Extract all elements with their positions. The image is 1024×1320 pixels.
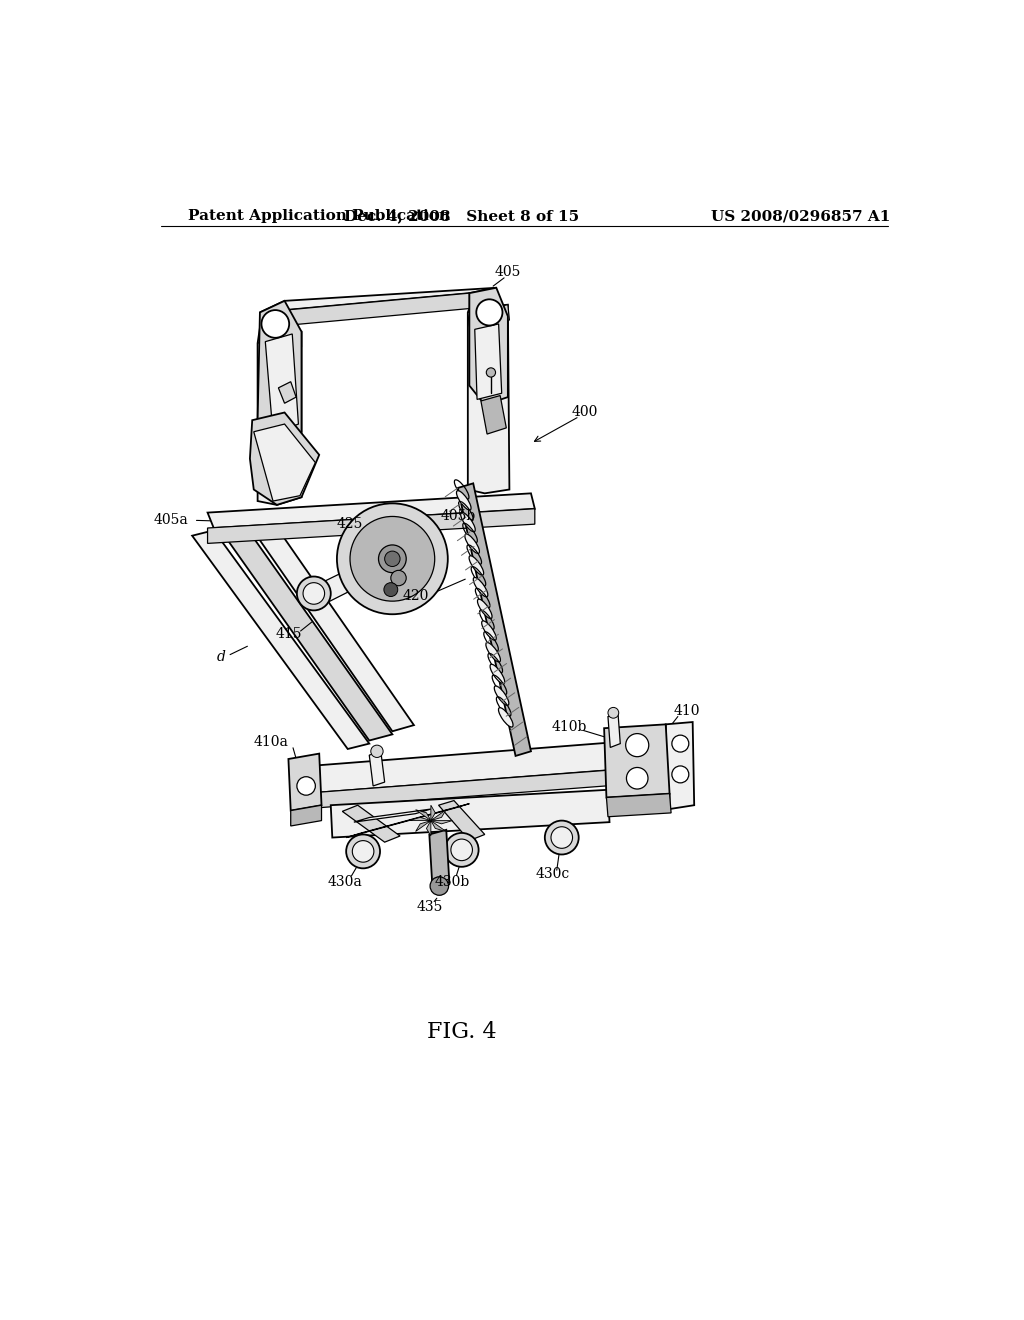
Polygon shape (410, 817, 431, 821)
Polygon shape (438, 800, 484, 841)
Polygon shape (469, 288, 508, 405)
Polygon shape (208, 508, 535, 544)
Polygon shape (426, 821, 431, 836)
Text: 430a: 430a (328, 875, 362, 890)
Polygon shape (193, 531, 370, 748)
Polygon shape (318, 552, 398, 603)
Circle shape (551, 826, 572, 849)
Circle shape (371, 744, 383, 758)
Polygon shape (265, 334, 298, 434)
Text: 430c: 430c (536, 867, 569, 882)
Polygon shape (219, 521, 392, 741)
Polygon shape (468, 305, 509, 326)
Polygon shape (431, 821, 453, 824)
Polygon shape (604, 725, 670, 797)
Polygon shape (431, 805, 435, 821)
Circle shape (444, 833, 478, 867)
Text: 420: 420 (402, 589, 429, 603)
Circle shape (486, 368, 496, 378)
Ellipse shape (477, 599, 493, 619)
Polygon shape (608, 713, 621, 747)
Text: 410: 410 (674, 705, 700, 718)
Polygon shape (481, 396, 506, 434)
Circle shape (303, 582, 325, 605)
Polygon shape (666, 722, 694, 809)
Circle shape (608, 708, 618, 718)
Circle shape (451, 840, 472, 861)
Text: d: d (217, 651, 226, 664)
Polygon shape (279, 381, 296, 404)
Polygon shape (260, 293, 469, 327)
Circle shape (337, 503, 447, 614)
Text: 405a: 405a (154, 513, 188, 527)
Ellipse shape (457, 491, 471, 510)
Text: 415: 415 (275, 627, 302, 642)
Polygon shape (416, 821, 431, 832)
Polygon shape (258, 301, 301, 440)
Circle shape (626, 734, 649, 756)
Polygon shape (300, 739, 654, 793)
Ellipse shape (465, 535, 479, 553)
Ellipse shape (499, 708, 513, 727)
Ellipse shape (461, 512, 475, 532)
Circle shape (627, 767, 648, 789)
Circle shape (379, 545, 407, 573)
Circle shape (297, 776, 315, 795)
Text: 410a: 410a (254, 735, 289, 748)
Polygon shape (346, 804, 469, 837)
Polygon shape (291, 805, 322, 826)
Polygon shape (342, 805, 400, 842)
Polygon shape (606, 793, 671, 817)
Circle shape (346, 834, 380, 869)
Text: 435: 435 (416, 900, 442, 913)
Circle shape (350, 516, 435, 601)
Polygon shape (289, 754, 322, 810)
Polygon shape (370, 751, 385, 785)
Circle shape (430, 876, 449, 895)
Text: Dec. 4, 2008   Sheet 8 of 15: Dec. 4, 2008 Sheet 8 of 15 (344, 209, 580, 223)
Circle shape (384, 582, 397, 597)
Text: 405b: 405b (440, 510, 475, 524)
Polygon shape (458, 483, 531, 756)
Ellipse shape (490, 664, 505, 684)
Circle shape (391, 570, 407, 586)
Circle shape (261, 310, 289, 338)
Circle shape (297, 577, 331, 610)
Polygon shape (208, 494, 535, 528)
Text: 430b: 430b (435, 875, 470, 890)
Ellipse shape (481, 620, 497, 640)
Polygon shape (416, 809, 431, 821)
Polygon shape (260, 288, 497, 313)
Circle shape (545, 821, 579, 854)
Polygon shape (475, 323, 502, 400)
Polygon shape (468, 305, 509, 494)
Polygon shape (300, 767, 656, 809)
Polygon shape (354, 809, 431, 822)
Text: 405: 405 (495, 265, 521, 280)
Polygon shape (254, 424, 315, 502)
Text: US 2008/0296857 A1: US 2008/0296857 A1 (711, 209, 890, 223)
Ellipse shape (485, 643, 501, 661)
Polygon shape (258, 327, 301, 506)
Circle shape (672, 735, 689, 752)
Polygon shape (250, 412, 319, 506)
Polygon shape (258, 331, 301, 359)
Ellipse shape (469, 556, 483, 576)
Circle shape (476, 300, 503, 326)
Text: 400: 400 (571, 405, 598, 420)
Ellipse shape (495, 686, 509, 705)
Circle shape (385, 552, 400, 566)
Circle shape (352, 841, 374, 862)
Polygon shape (246, 515, 414, 731)
Text: Patent Application Publication: Patent Application Publication (188, 209, 451, 223)
Text: FIG. 4: FIG. 4 (427, 1022, 497, 1043)
Polygon shape (431, 809, 446, 821)
Polygon shape (429, 830, 450, 887)
Ellipse shape (473, 577, 487, 597)
Polygon shape (431, 821, 446, 832)
Text: 425: 425 (337, 517, 364, 531)
Circle shape (672, 766, 689, 783)
Text: 410b: 410b (552, 719, 587, 734)
Polygon shape (331, 789, 609, 837)
